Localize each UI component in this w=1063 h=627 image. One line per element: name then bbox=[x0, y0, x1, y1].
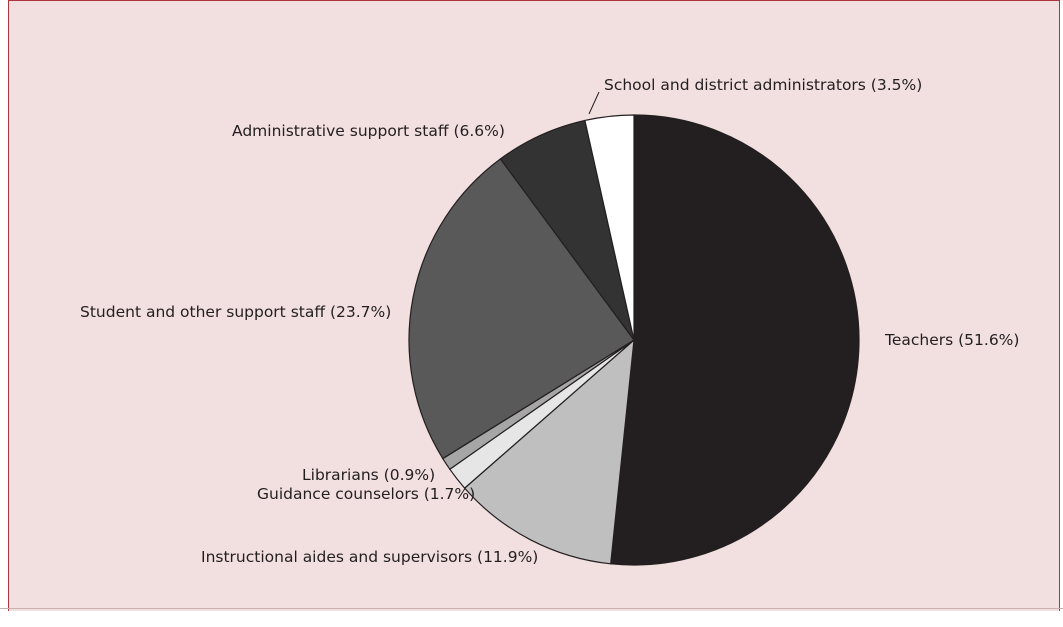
label-librarians: Librarians (0.9%) bbox=[302, 466, 435, 484]
pie-slice-0 bbox=[610, 114, 860, 566]
pie-slice-1 bbox=[464, 339, 635, 565]
label-administrative-support: Administrative support staff (6.6%) bbox=[232, 122, 505, 140]
label-instructional-aides: Instructional aides and supervisors (11.… bbox=[201, 548, 538, 566]
pie-slice-6 bbox=[584, 114, 635, 341]
pie-slices bbox=[408, 114, 860, 566]
pie-slice-4 bbox=[408, 158, 635, 460]
label-school-admins: School and district administrators (3.5%… bbox=[604, 76, 922, 94]
leader-line-school-admins bbox=[588, 91, 600, 115]
label-guidance-counselors: Guidance counselors (1.7%) bbox=[257, 485, 475, 503]
label-student-support: Student and other support staff (23.7%) bbox=[80, 303, 391, 321]
bottom-rule bbox=[0, 608, 1063, 609]
label-teachers: Teachers (51.6%) bbox=[884, 331, 1019, 349]
